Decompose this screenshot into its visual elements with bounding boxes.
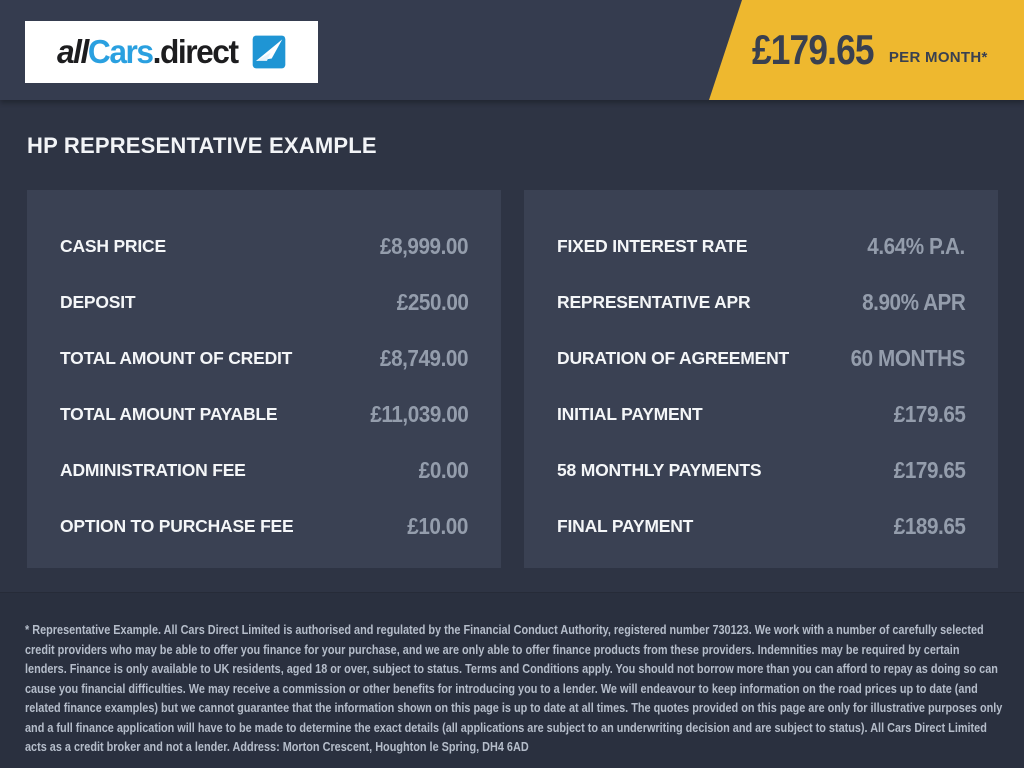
row-label: REPRESENTATIVE APR [557, 291, 751, 312]
table-row: FIXED INTEREST RATE 4.64% P.A. [557, 218, 965, 274]
row-value: £179.65 [893, 400, 965, 427]
table-row: CASH PRICE £8,999.00 [60, 218, 468, 274]
legal-footer: * Representative Example. All Cars Direc… [0, 592, 1024, 768]
finance-panel-right: FIXED INTEREST RATE 4.64% P.A. REPRESENT… [524, 190, 998, 568]
site-logo[interactable]: allCars.direct [25, 21, 318, 83]
monthly-price: £179.65 [752, 26, 874, 73]
table-row: DURATION OF AGREEMENT 60 MONTHS [557, 330, 965, 386]
logo-word-all: all [57, 33, 89, 70]
row-value: £189.65 [893, 512, 965, 539]
table-row: 58 MONTHLY PAYMENTS £179.65 [557, 442, 965, 498]
logo-word-cars: Cars [88, 33, 154, 70]
table-row: TOTAL AMOUNT OF CREDIT £8,749.00 [60, 330, 468, 386]
row-label: OPTION TO PURCHASE FEE [60, 515, 294, 536]
row-label: DURATION OF AGREEMENT [557, 347, 790, 368]
row-label: CASH PRICE [60, 235, 166, 256]
monthly-price-banner: £179.65 PER MONTH* [709, 0, 1024, 100]
page-title: HP REPRESENTATIVE EXAMPLE [27, 133, 377, 158]
row-value: £0.00 [418, 456, 468, 483]
row-value: 4.64% P.A. [867, 232, 965, 259]
logo-wordmark: allCars.direct [57, 33, 239, 71]
arrow-flag-icon [252, 35, 285, 69]
row-value: 8.90% APR [861, 288, 966, 315]
row-value: £250.00 [396, 288, 468, 315]
row-label: INITIAL PAYMENT [557, 403, 703, 424]
row-value: £10.00 [407, 512, 468, 539]
legal-disclaimer-text: * Representative Example. All Cars Direc… [25, 622, 1003, 754]
finance-panel-left: CASH PRICE £8,999.00 DEPOSIT £250.00 TOT… [27, 190, 501, 568]
row-value: 60 MONTHS [850, 344, 966, 371]
table-row: FINAL PAYMENT £189.65 [557, 498, 965, 554]
row-label: TOTAL AMOUNT PAYABLE [60, 403, 278, 424]
table-row: OPTION TO PURCHASE FEE £10.00 [60, 498, 468, 554]
row-value: £8,999.00 [379, 232, 468, 259]
table-row: ADMINISTRATION FEE £0.00 [60, 442, 468, 498]
row-value: £179.65 [893, 456, 965, 483]
row-label: FIXED INTEREST RATE [557, 235, 748, 256]
row-label: 58 MONTHLY PAYMENTS [557, 459, 762, 480]
row-label: ADMINISTRATION FEE [60, 459, 246, 480]
finance-example-section: HP REPRESENTATIVE EXAMPLE CASH PRICE £8,… [0, 100, 1024, 592]
row-value: £11,039.00 [370, 400, 468, 427]
finance-panels: CASH PRICE £8,999.00 DEPOSIT £250.00 TOT… [0, 190, 1024, 568]
row-label: FINAL PAYMENT [557, 515, 694, 536]
table-row: DEPOSIT £250.00 [60, 274, 468, 330]
table-row: TOTAL AMOUNT PAYABLE £11,039.00 [60, 386, 468, 442]
row-label: TOTAL AMOUNT OF CREDIT [60, 347, 293, 368]
table-row: REPRESENTATIVE APR 8.90% APR [557, 274, 965, 330]
row-value: £8,749.00 [379, 344, 468, 371]
table-row: INITIAL PAYMENT £179.65 [557, 386, 965, 442]
logo-word-direct: .direct [153, 33, 239, 70]
header-bar: allCars.direct £179.65 PER MONTH* [0, 0, 1024, 100]
monthly-price-period: PER MONTH* [888, 48, 988, 66]
row-label: DEPOSIT [60, 291, 136, 312]
